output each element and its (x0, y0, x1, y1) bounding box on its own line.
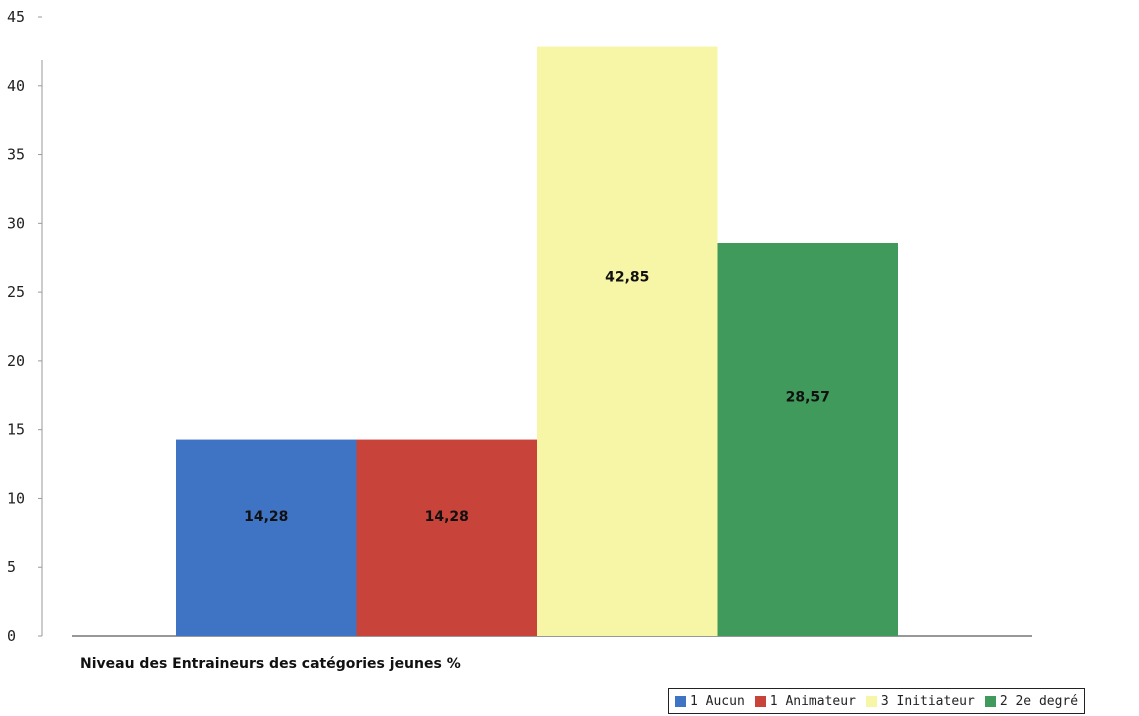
y-tick-label: 0 (7, 627, 16, 645)
legend-label: 3 Initiateur (880, 693, 975, 709)
y-tick-label: 20 (7, 352, 25, 370)
bar-labels-group: 14,28 14,28 42,85 28,57 (244, 269, 830, 525)
legend-item: 3 Initiateur (865, 693, 975, 709)
y-tick-label: 25 (7, 283, 25, 301)
legend-swatch (754, 695, 766, 707)
bar (176, 439, 357, 636)
bar (717, 243, 898, 636)
bar-value-label: 28,57 (786, 389, 830, 405)
x-axis-label: Niveau des Entraineurs des catégories je… (80, 656, 461, 672)
legend-swatch (984, 695, 996, 707)
legend-label: 2 2e degré (999, 693, 1079, 709)
legend-swatch (675, 695, 686, 707)
bar-value-label: 14,28 (244, 509, 288, 525)
legend-label: 1 Aucun (690, 693, 745, 709)
bar-value-label: 14,28 (425, 509, 469, 525)
y-tick-label: 15 (7, 421, 25, 439)
y-tick-label: 40 (7, 77, 25, 95)
y-tick-label: 35 (7, 146, 25, 164)
legend-label: 1 Animateur (769, 693, 856, 709)
y-tick-label: 30 (7, 214, 25, 232)
legend-item: 1 Aucun (675, 694, 745, 709)
y-tick-label: 45 (7, 8, 25, 26)
bar (537, 46, 718, 636)
legend: 1 Aucun 1 Animateur 3 Initiateur 2 2e degré (668, 688, 1086, 714)
bar-value-label: 42,85 (605, 269, 649, 285)
y-tick-label: 10 (7, 489, 25, 507)
legend-item: 1 Animateur (754, 693, 856, 709)
y-tick-label: 5 (7, 558, 16, 576)
bars-group (176, 46, 898, 636)
legend-swatch (865, 695, 877, 707)
y-axis-ticks: 0 5 10 15 20 25 30 35 40 45 (7, 8, 42, 645)
legend-item: 2 2e degré (984, 693, 1079, 709)
bar (356, 439, 537, 636)
